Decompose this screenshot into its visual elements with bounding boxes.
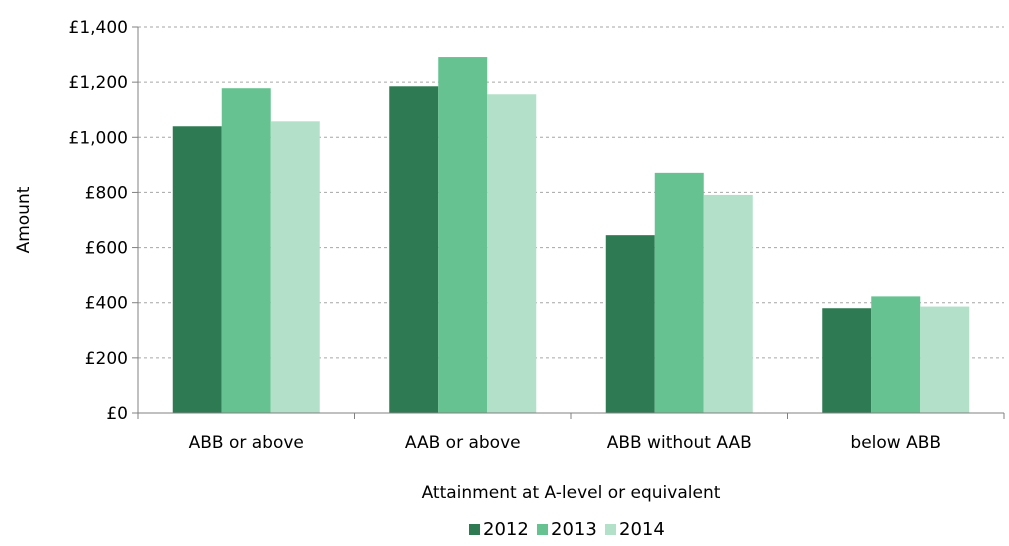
x-axis-title: Attainment at A-level or equivalent bbox=[422, 483, 721, 503]
y-axis-title: Amount bbox=[14, 186, 34, 253]
legend-label: 2012 bbox=[483, 519, 529, 540]
y-tick-label: £600 bbox=[85, 239, 128, 259]
x-tick-label: ABB or above bbox=[189, 433, 304, 453]
bar-2014 bbox=[920, 306, 970, 413]
y-tick-label: £800 bbox=[85, 183, 128, 203]
bar-2014 bbox=[270, 121, 320, 414]
bar-2012 bbox=[605, 235, 655, 413]
bar-2014 bbox=[487, 94, 537, 413]
bar-2012 bbox=[172, 126, 222, 413]
bar-2012 bbox=[389, 86, 439, 414]
y-tick-label: £1,000 bbox=[69, 128, 128, 148]
legend-label: 2014 bbox=[619, 519, 665, 540]
y-tick-labels: £0 £200 £400 £600 £800 £1,000 £1,200 £1,400 bbox=[69, 18, 128, 424]
bar-2013 bbox=[654, 172, 704, 413]
y-tick-label: £0 bbox=[106, 404, 128, 424]
axes bbox=[137, 27, 1004, 414]
bars bbox=[172, 57, 970, 414]
y-tick-label: £400 bbox=[85, 294, 128, 314]
legend-swatch-2012 bbox=[469, 524, 480, 535]
legend-label: 2013 bbox=[551, 519, 597, 540]
legend-swatch-2013 bbox=[537, 524, 548, 535]
legend-swatch-2014 bbox=[605, 524, 616, 535]
x-tick-label: below ABB bbox=[850, 433, 941, 453]
bar-2014 bbox=[703, 194, 753, 413]
x-tick-labels: ABB or above AAB or above ABB without AAB b… bbox=[189, 433, 941, 453]
bar-2013 bbox=[438, 57, 488, 413]
bar-2013 bbox=[871, 296, 921, 413]
legend: 2012 2013 2014 bbox=[469, 519, 665, 540]
y-tick-label: £200 bbox=[85, 349, 128, 369]
y-tick-label: £1,200 bbox=[69, 73, 128, 93]
bar-2012 bbox=[822, 308, 872, 413]
bar-2013 bbox=[221, 88, 271, 414]
x-tick-label: AAB or above bbox=[405, 433, 521, 453]
x-tick-label: ABB without AAB bbox=[607, 433, 752, 453]
y-tick-label: £1,400 bbox=[69, 18, 128, 38]
